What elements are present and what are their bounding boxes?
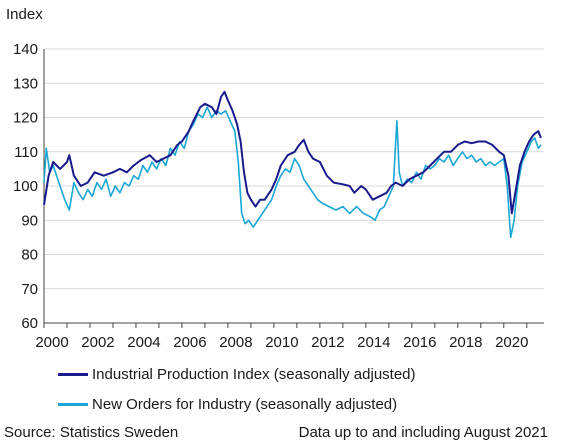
grid-lines (43, 48, 544, 324)
x-tick-label-2010: 2010 (265, 334, 298, 351)
series-lines (43, 90, 542, 239)
x-tick-label-2006: 2006 (173, 334, 206, 351)
x-tick-label-2016: 2016 (403, 334, 436, 351)
series-line-orders (43, 106, 542, 239)
y-tick-label-90: 90 (21, 212, 38, 229)
x-axis-ticks: 2000 2002 2004 2006 2008 2010 2012 2014 2016 2018… (35, 323, 528, 351)
legend-item-production: Industrial Production Index (seasonally … (58, 366, 416, 383)
y-tick-label-140: 140 (13, 41, 38, 58)
y-axis-label: Index (6, 6, 43, 23)
y-tick-label-100: 100 (13, 178, 38, 195)
legend-item-orders: New Orders for Industry (seasonally adju… (58, 396, 397, 413)
x-tick-label-2004: 2004 (127, 334, 160, 351)
x-tick-label-2008: 2008 (219, 334, 252, 351)
x-tick-label-2014: 2014 (357, 334, 390, 351)
y-axis-ticks: 60 70 80 90 100 110 120 130 140 (13, 41, 38, 332)
y-tick-label-70: 70 (21, 281, 38, 298)
series-line-production (43, 90, 542, 215)
y-tick-label-130: 130 (13, 75, 38, 92)
y-tick-label-80: 80 (21, 247, 38, 264)
y-tick-label-120: 120 (13, 110, 38, 127)
source-note: Source: Statistics Sweden (4, 424, 179, 441)
legend-swatch-orders (58, 403, 88, 406)
y-tick-label-110: 110 (14, 144, 38, 161)
x-tick-label-2000: 2000 (35, 334, 68, 351)
x-tick-label-2002: 2002 (81, 334, 114, 351)
x-tick-label-2020: 2020 (495, 334, 528, 351)
x-tick-label-2018: 2018 (449, 334, 482, 351)
legend-label-orders: New Orders for Industry (seasonally adju… (92, 396, 398, 413)
data-note: Data up to and including August 2021 (298, 424, 548, 441)
legend-swatch-production (58, 373, 88, 376)
legend-label-production: Industrial Production Index (seasonally … (92, 366, 416, 383)
x-tick-label-2012: 2012 (311, 334, 344, 351)
y-tick-label-60: 60 (21, 315, 38, 332)
